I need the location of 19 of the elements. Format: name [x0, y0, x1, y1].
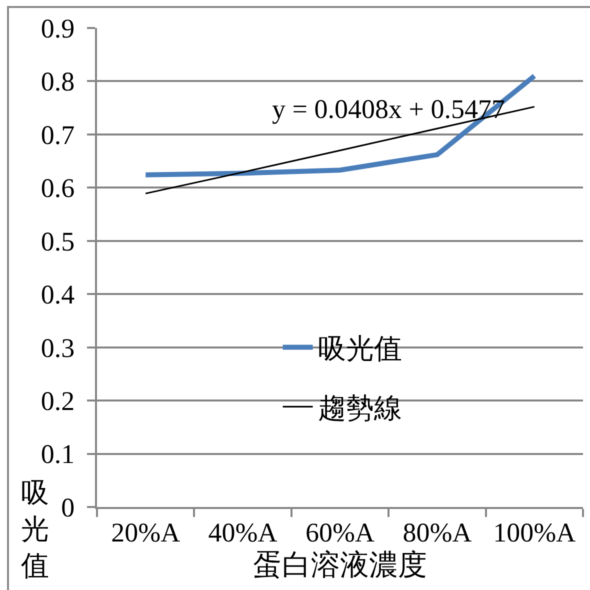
x-tick-label: 80%A: [402, 517, 472, 548]
y-tick-label: 0.2: [40, 386, 75, 416]
x-tick-label: 60%A: [306, 517, 375, 548]
x-axis-title: 蛋白溶液濃度: [253, 547, 427, 582]
y-tick-label: 0.6: [40, 173, 75, 204]
y-tick-label: 0.8: [40, 66, 75, 97]
y-tick-label: 0: [61, 492, 75, 522]
y-tick-label: 0.3: [40, 332, 75, 363]
legend-label: 趨勢線: [318, 394, 402, 425]
y-axis-title: 吸光值: [21, 476, 49, 582]
y-tick-label: 0.1: [40, 439, 75, 470]
x-tick-label: 20%A: [111, 517, 181, 548]
x-tick-label: 100%A: [493, 517, 576, 548]
y-tick-label: 0.9: [40, 13, 75, 44]
y-tick-label: 0.5: [40, 226, 75, 256]
legend-label: 吸光值: [318, 334, 402, 366]
y-tick-label: 0.7: [40, 120, 75, 150]
y-tick-label: 0.4: [40, 280, 76, 310]
x-tick-label: 40%A: [208, 517, 278, 548]
